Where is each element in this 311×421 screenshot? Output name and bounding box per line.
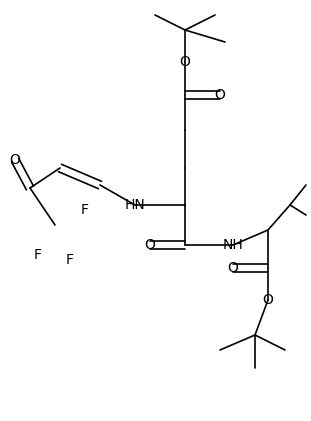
Text: F: F	[34, 248, 42, 262]
Text: NH: NH	[223, 238, 244, 252]
Text: O: O	[262, 293, 273, 307]
Text: O: O	[145, 238, 156, 252]
Text: O: O	[179, 55, 190, 69]
Text: F: F	[81, 203, 89, 217]
Text: O: O	[228, 261, 239, 275]
Text: F: F	[66, 253, 74, 267]
Text: O: O	[215, 88, 225, 102]
Text: HN: HN	[125, 198, 145, 212]
Text: O: O	[10, 153, 21, 167]
